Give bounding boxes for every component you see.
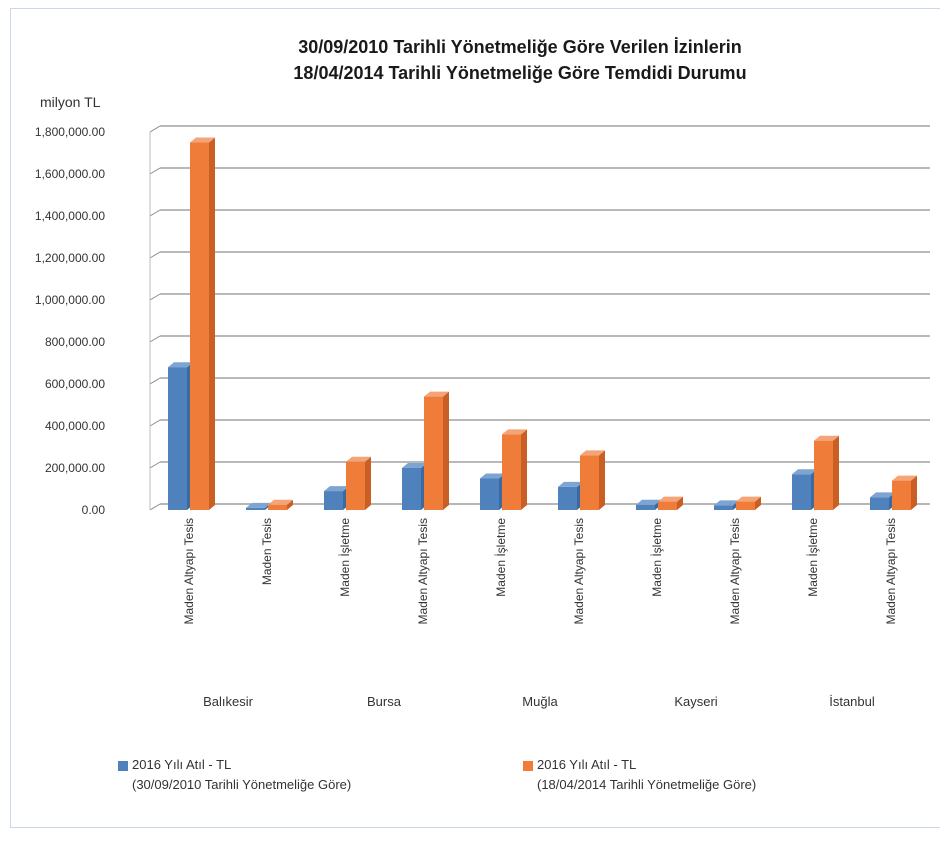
bar-side	[833, 435, 839, 510]
group-label: Kayseri	[674, 694, 717, 709]
group-label: Muğla	[522, 694, 558, 709]
bar	[558, 486, 577, 510]
legend-swatch-orange	[523, 760, 533, 771]
group-label: İstanbul	[829, 694, 875, 709]
bar-top	[246, 502, 271, 508]
group-label: Bursa	[367, 694, 402, 709]
bar-top	[892, 475, 917, 481]
bar	[580, 455, 599, 510]
bar-side	[209, 137, 215, 510]
legend-label-series-2-line-2: (18/04/2014 Tarihli Yönetmeliğe Göre)	[537, 777, 757, 792]
bar-top	[558, 481, 583, 487]
bar-top	[658, 496, 683, 502]
bar-top	[168, 362, 193, 368]
y-tick-label: 1,000,000.00	[35, 293, 105, 307]
y-tick-label: 1,400,000.00	[35, 209, 105, 223]
y-tick-label: 0.00	[82, 503, 106, 517]
bar	[736, 501, 755, 510]
bar-top	[580, 450, 605, 456]
bar-top	[346, 456, 371, 462]
x-tick-label: Maden İşletme	[494, 518, 508, 597]
bar-top	[736, 496, 761, 502]
bar-top	[792, 469, 817, 475]
bar-top	[424, 391, 449, 397]
bar	[714, 505, 733, 510]
bar	[792, 474, 811, 510]
bar-side	[677, 496, 683, 510]
gridline-depth	[149, 167, 161, 175]
y-tick-label: 200,000.00	[45, 461, 105, 475]
bar-top	[502, 429, 527, 435]
x-tick-label: Maden Altyapı Tesis	[416, 518, 430, 625]
bar	[870, 497, 889, 510]
bar-side	[599, 450, 605, 510]
y-tick-label: 1,200,000.00	[35, 251, 105, 265]
y-tick-label: 1,600,000.00	[35, 167, 105, 181]
gridline-depth	[149, 335, 161, 343]
bar	[424, 396, 443, 510]
x-tick-label: Maden Altyapı Tesis	[182, 518, 196, 625]
gridline-depth	[149, 503, 161, 511]
bar-side	[521, 429, 527, 510]
bar	[324, 491, 343, 510]
legend-label-series-2-line-1: 2016 Yılı Atıl - TL	[537, 757, 637, 772]
x-tick-label: Maden İşletme	[338, 518, 352, 597]
bar	[658, 501, 677, 510]
bar	[892, 480, 911, 510]
bar-side	[365, 456, 371, 510]
legend-label-series-1-line-2: (30/09/2010 Tarihli Yönetmeliğe Göre)	[132, 777, 352, 792]
gridline-depth	[149, 419, 161, 427]
bar-top	[636, 499, 661, 505]
x-tick-label: Maden İşletme	[806, 518, 820, 597]
bar	[268, 504, 287, 510]
y-axis-label: milyon TL	[40, 94, 101, 110]
group-label: Balıkesir	[203, 694, 254, 709]
x-tick-label: Maden Altyapı Tesis	[884, 518, 898, 625]
bar-side	[443, 391, 449, 510]
bar	[168, 367, 187, 510]
chart-title: 30/09/2010 Tarihli Yönetmeliğe Göre Veri…	[140, 34, 900, 86]
bar	[480, 478, 499, 510]
legend-item-series-1: 2016 Yılı Atıl - TL (30/09/2010 Tarihli …	[118, 755, 351, 795]
gridline-depth	[149, 293, 161, 301]
bar-top	[190, 137, 215, 143]
x-tick-label: Maden İşletme	[650, 518, 664, 597]
bar-side	[911, 475, 917, 510]
bar	[814, 440, 833, 510]
y-tick-label: 800,000.00	[45, 335, 105, 349]
bar	[190, 142, 209, 510]
chart-title-line-1: 30/09/2010 Tarihli Yönetmeliğe Göre Veri…	[298, 37, 742, 57]
legend-label-series-1-line-1: 2016 Yılı Atıl - TL	[132, 757, 232, 772]
bar-top	[870, 492, 895, 498]
bar-top	[268, 499, 293, 505]
x-tick-label: Maden Tesis	[260, 518, 274, 585]
bar	[636, 504, 655, 510]
bar	[246, 507, 265, 510]
x-tick-label: Maden Altyapı Tesis	[728, 518, 742, 625]
gridline-depth	[149, 461, 161, 469]
chart-frame	[10, 8, 940, 828]
chart-title-line-2: 18/04/2014 Tarihli Yönetmeliğe Göre Temd…	[293, 63, 747, 83]
bar-top	[402, 463, 427, 468]
gridline-depth	[149, 377, 161, 385]
y-tick-label: 400,000.00	[45, 419, 105, 433]
gridline-depth	[149, 125, 161, 133]
bar	[402, 468, 421, 510]
legend-swatch-blue	[118, 760, 128, 771]
x-tick-label: Maden Altyapı Tesis	[572, 518, 586, 625]
bar-side	[287, 499, 293, 510]
bar-top	[324, 486, 349, 492]
y-tick-label: 1,800,000.00	[35, 125, 105, 139]
bar-side	[755, 496, 761, 510]
y-tick-label: 600,000.00	[45, 377, 105, 391]
bar-top	[480, 473, 505, 479]
bar	[502, 434, 521, 510]
gridline-depth	[149, 251, 161, 259]
legend-item-series-2: 2016 Yılı Atıl - TL (18/04/2014 Tarihli …	[523, 755, 756, 795]
bar-top	[714, 500, 739, 506]
gridline-depth	[149, 209, 161, 217]
bar-top	[814, 435, 839, 441]
bar	[346, 461, 365, 510]
